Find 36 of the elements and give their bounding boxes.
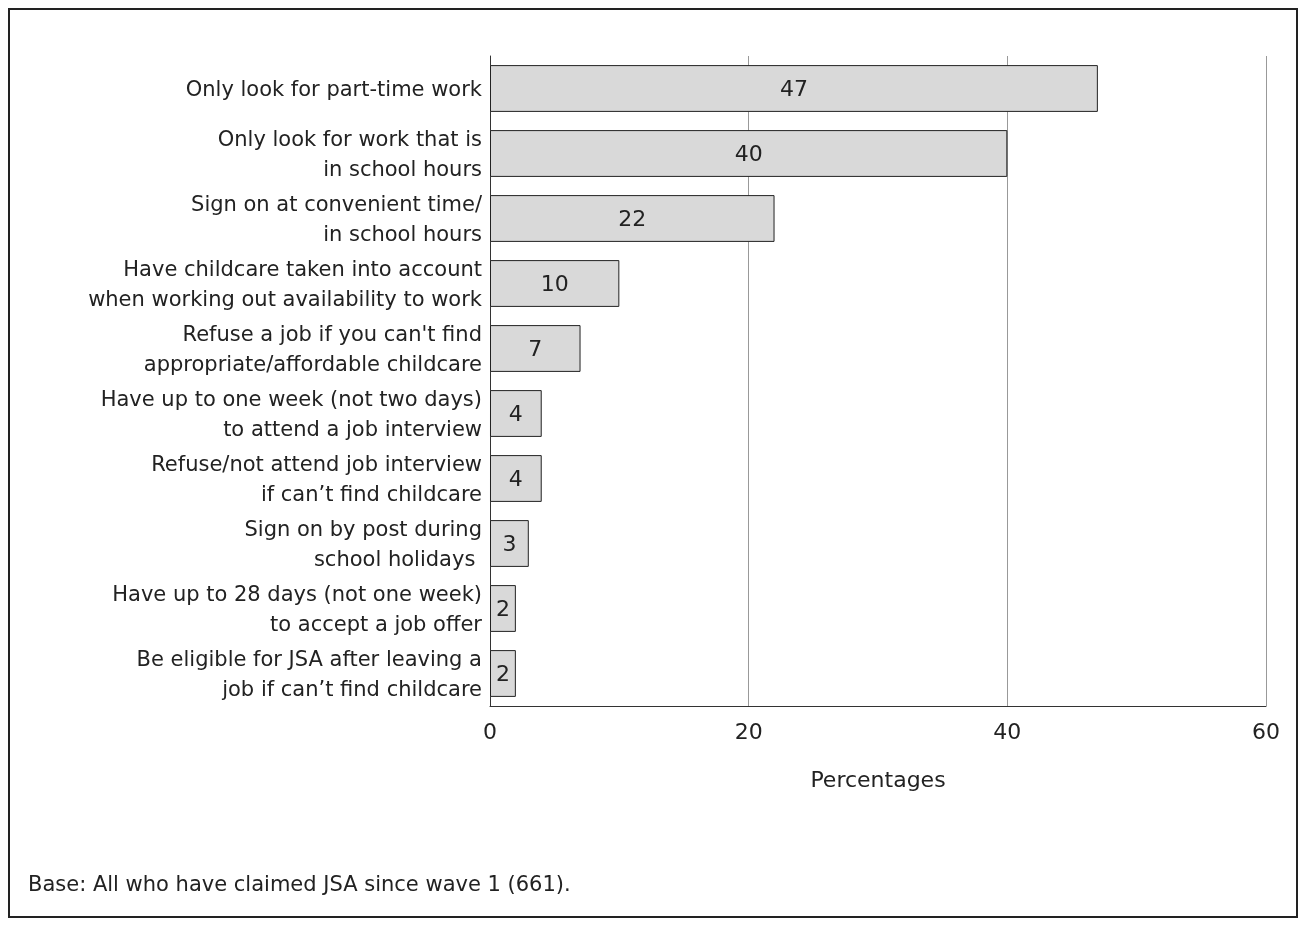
data-label: 7: [528, 336, 543, 361]
y-tick-label: Have up to one week (not two days) to attend a job interview: [100, 386, 482, 441]
x-tick-label: 60: [1252, 718, 1280, 744]
data-label: 4: [508, 401, 523, 426]
x-tick-label: 0: [483, 718, 497, 744]
bar: [490, 390, 542, 437]
data-label: 3: [502, 531, 517, 556]
y-tick-label: Be eligible for JSA after leaving a job if can’t find childcare: [136, 646, 482, 701]
data-label: 22: [618, 206, 647, 231]
y-tick-label: Have childcare taken into account when working out availability to work: [88, 256, 483, 311]
bar: [490, 65, 1098, 112]
data-label: 2: [495, 596, 510, 621]
y-tick-label: Have up to 28 days (not one week) to accept a job offer: [112, 581, 483, 636]
data-label: 10: [540, 271, 569, 296]
x-tick-label: 20: [734, 718, 763, 744]
bar: [490, 520, 529, 567]
text: Base: All who have claimed JSA since wave 1 (661).: [28, 871, 571, 896]
y-tick-label: Refuse/not attend job interview if can’t find childcare: [151, 451, 482, 506]
y-tick-label: Refuse a job if you can't find appropriate/affordable childcare: [143, 321, 482, 376]
x-axis-title: Percentages: [810, 766, 946, 792]
x-tick-label: 40: [993, 718, 1022, 744]
y-tick-label: Only look for work that is in school hours: [217, 126, 482, 181]
bar: [490, 455, 542, 502]
data-label: 4: [508, 466, 523, 491]
data-label: 47: [779, 76, 808, 101]
bar: [490, 195, 775, 242]
bar: [490, 130, 1008, 177]
data-label: 40: [734, 141, 763, 166]
y-tick-label: Sign on by post during school holidays: [244, 516, 482, 571]
bar: [490, 650, 516, 697]
bar: [490, 585, 516, 632]
y-tick-label: Only look for part-time work: [185, 76, 483, 101]
bar: [490, 260, 620, 307]
bar: [490, 325, 581, 372]
data-label: 2: [495, 661, 510, 686]
y-tick-label: Sign on at convenient time/ in school hours: [191, 191, 483, 246]
